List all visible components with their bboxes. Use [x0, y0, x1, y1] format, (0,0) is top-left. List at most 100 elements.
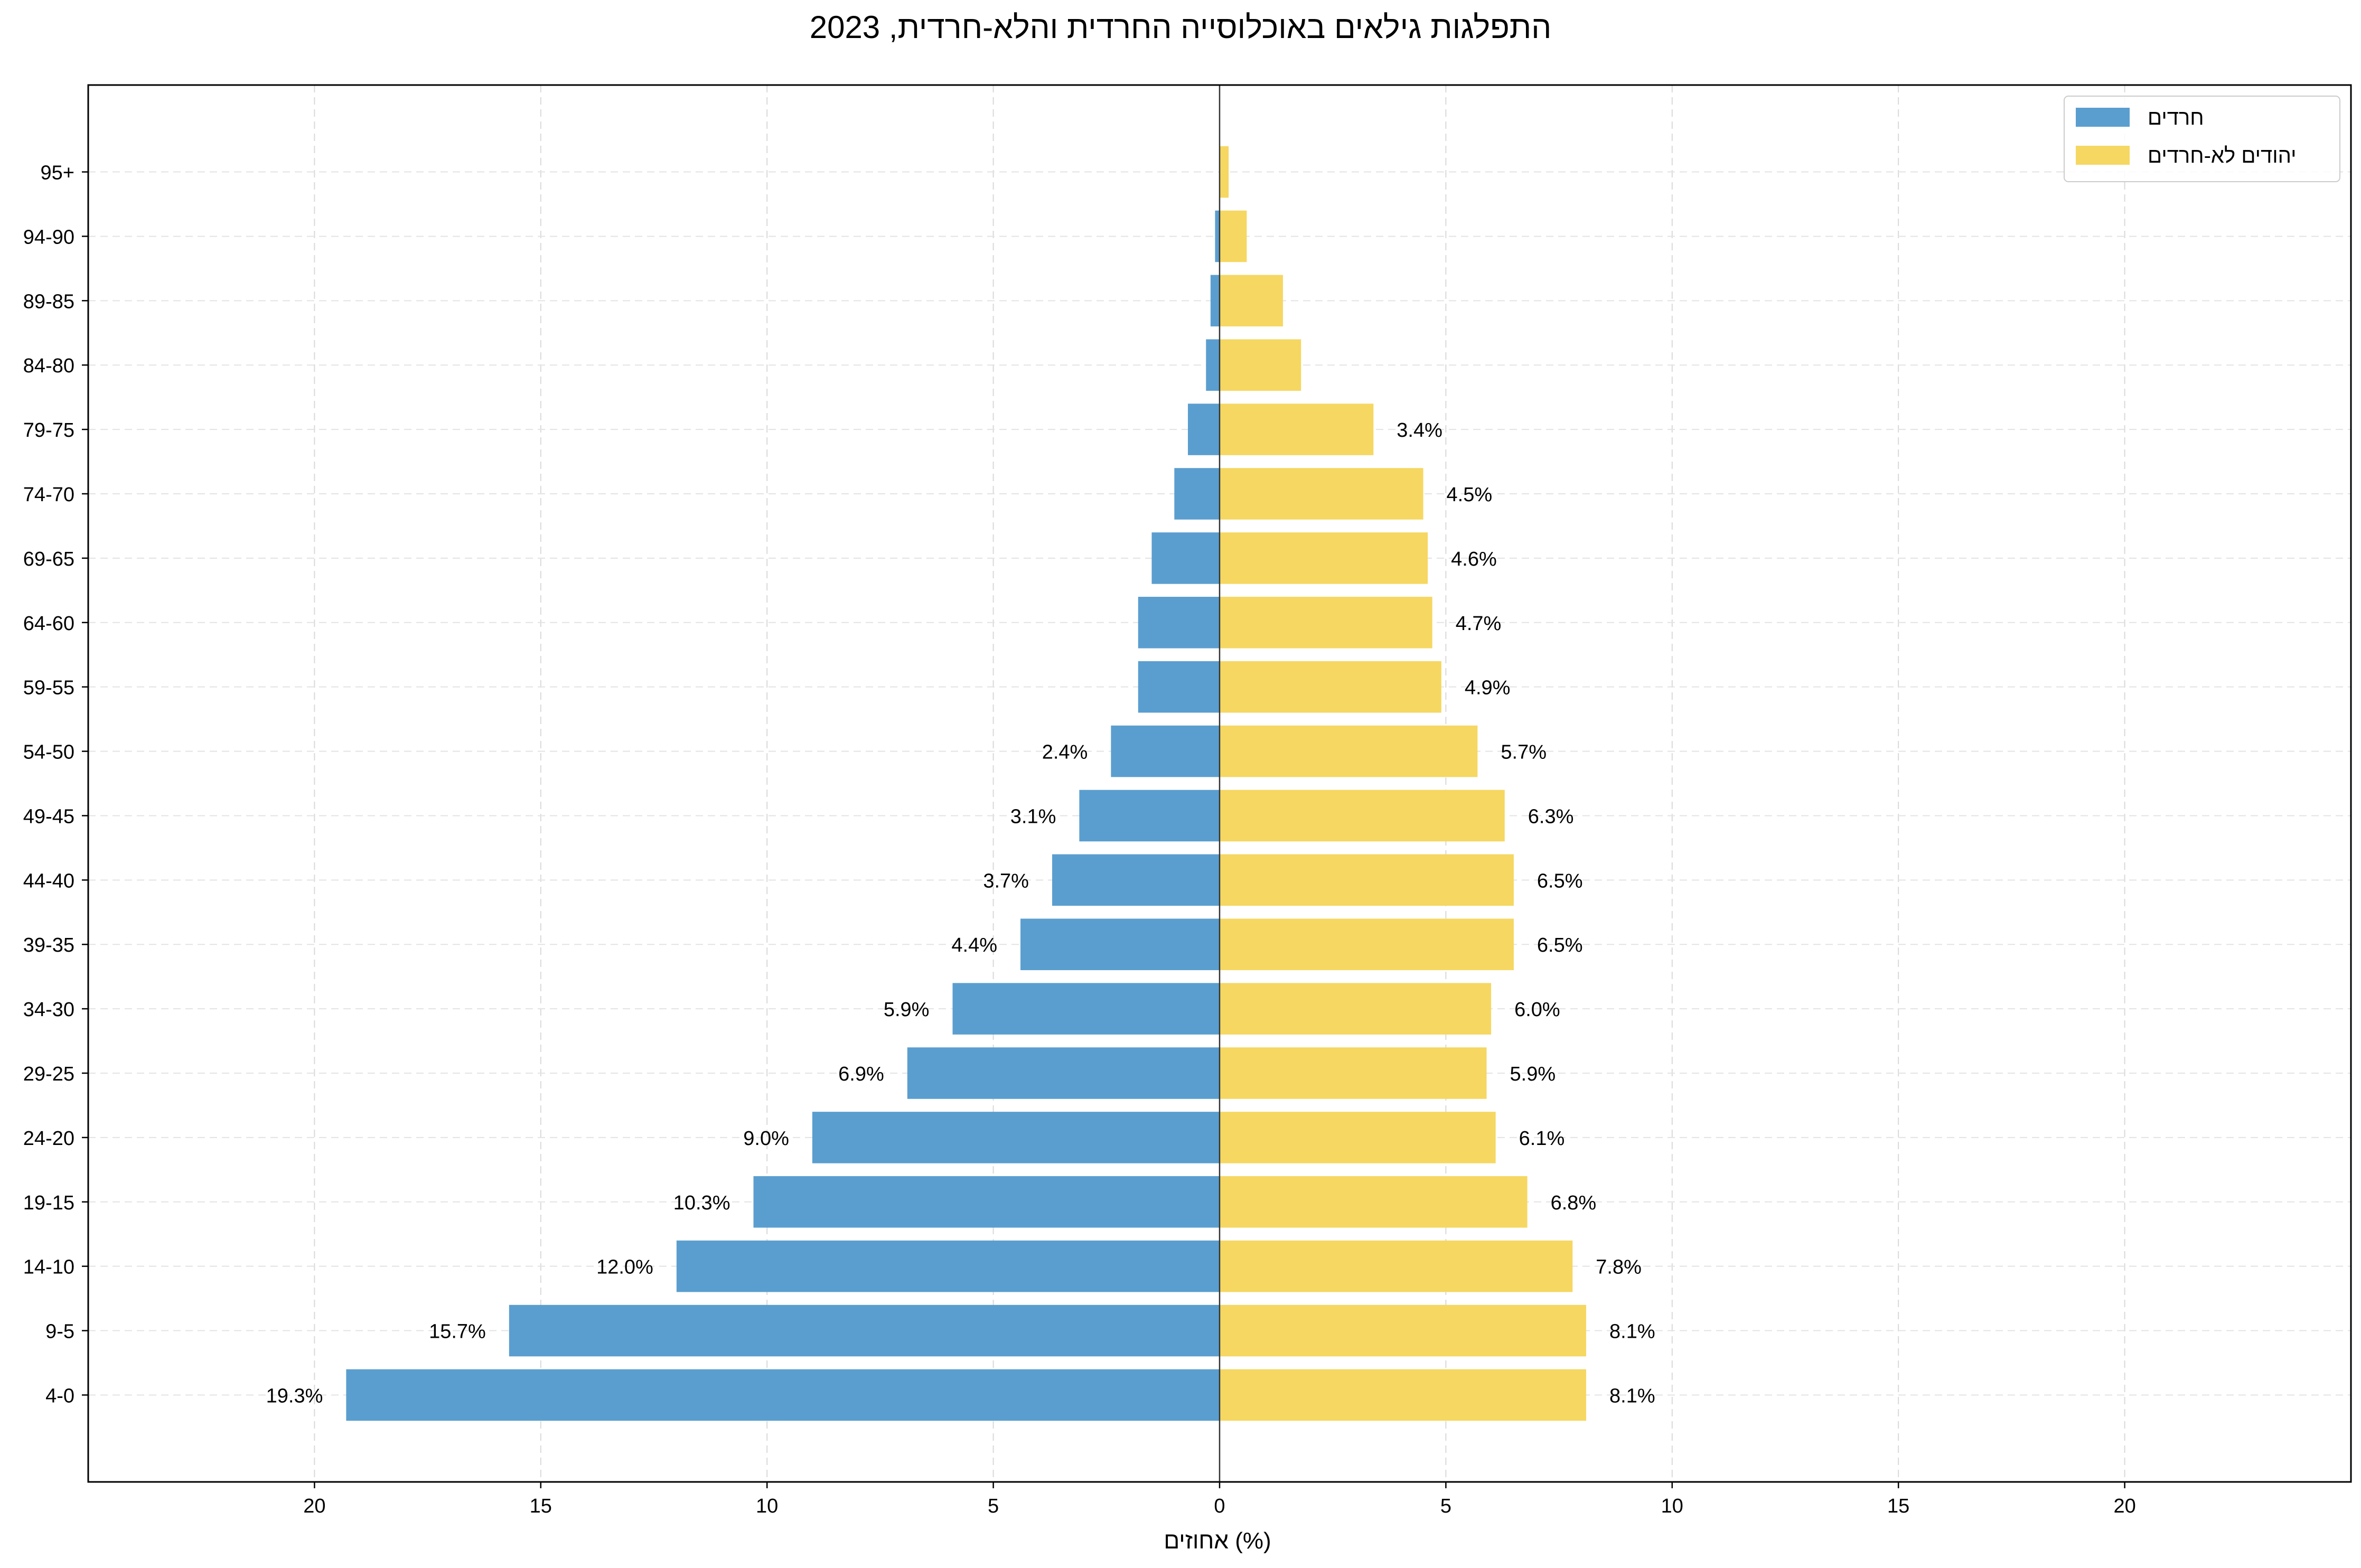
y-tick-label: 69-65	[23, 548, 74, 570]
y-tick-label: 44-40	[23, 870, 74, 892]
bar	[1052, 854, 1220, 906]
data-label: 10.3%	[673, 1192, 730, 1214]
y-tick-label: 39-35	[23, 934, 74, 956]
x-tick-label: 5	[988, 1495, 999, 1517]
data-label: 5.9%	[884, 999, 930, 1021]
bar	[1220, 1176, 1528, 1228]
x-tick-label: 10	[1661, 1495, 1683, 1517]
x-tick-label: 20	[2113, 1495, 2135, 1517]
y-tick-label: 59-55	[23, 677, 74, 699]
data-labels: 19.3% 15.7% 12.0% 10.3% 9.0% 6.9% 5.9% 4.4% 3.7%…	[266, 419, 1655, 1407]
y-tick-label: 24-20	[23, 1128, 74, 1150]
y-tick-label: 79-75	[23, 419, 74, 442]
data-label: 6.0%	[1514, 999, 1560, 1021]
data-label: 4.7%	[1456, 613, 1502, 635]
y-tick-label: 89-85	[23, 290, 74, 313]
x-axis-label: אחוזים (%)	[1164, 1528, 1271, 1554]
bar	[1079, 790, 1220, 842]
legend-swatch	[2076, 108, 2130, 127]
data-label: 6.8%	[1551, 1192, 1597, 1214]
bar	[1210, 275, 1220, 327]
y-tick-label: 9-5	[45, 1321, 74, 1343]
y-tick-label: 74-70	[23, 484, 74, 506]
data-label: 5.7%	[1501, 741, 1547, 764]
bar	[1020, 918, 1220, 970]
bar	[1220, 918, 1514, 970]
y-tick-label: 4-0	[45, 1385, 74, 1407]
data-label: 6.1%	[1519, 1128, 1565, 1150]
bar	[1220, 210, 1247, 262]
bar	[1220, 725, 1478, 777]
legend-label: חרדים	[2148, 106, 2204, 129]
axes: 20 15 10 5 0 5 10 15 20 4-0 9-5 14-10 19-15 24-20 29-2…	[23, 84, 2352, 1517]
bar	[1220, 275, 1283, 327]
data-label: 6.3%	[1528, 805, 1574, 828]
bar	[1220, 532, 1428, 584]
bar	[1220, 597, 1432, 649]
y-tick-label: 49-45	[23, 805, 74, 828]
bar	[1151, 532, 1220, 584]
bar	[1220, 983, 1492, 1035]
bar	[1138, 661, 1220, 713]
bar	[1188, 403, 1220, 455]
data-label: 5.9%	[1510, 1063, 1556, 1085]
y-tick-label: 84-80	[23, 355, 74, 377]
y-tick-label: 95+	[41, 162, 74, 184]
x-tick-label: 20	[303, 1495, 325, 1517]
bar	[1220, 403, 1374, 455]
bar	[907, 1047, 1220, 1099]
x-tick-label: 5	[1440, 1495, 1451, 1517]
data-label: 3.1%	[1010, 805, 1056, 828]
data-label: 3.4%	[1397, 419, 1442, 442]
bar	[1220, 339, 1301, 391]
data-label: 4.9%	[1465, 677, 1511, 699]
bar	[1220, 1047, 1487, 1099]
bar	[812, 1112, 1220, 1163]
x-tick-label: 15	[530, 1495, 552, 1517]
bar	[753, 1176, 1220, 1228]
y-tick-label: 14-10	[23, 1256, 74, 1279]
y-tick-label: 19-15	[23, 1192, 74, 1214]
x-tick-label: 15	[1887, 1495, 1909, 1517]
bar	[1215, 210, 1220, 262]
data-label: 19.3%	[266, 1385, 323, 1407]
data-label: 8.1%	[1609, 1385, 1655, 1407]
x-tick-label: 10	[756, 1495, 778, 1517]
bar	[1220, 1112, 1496, 1163]
bars	[346, 146, 1587, 1421]
data-label: 4.5%	[1447, 484, 1493, 506]
bar	[1111, 725, 1220, 777]
bar	[676, 1240, 1220, 1292]
chart-title: התפלגות גילאים באוכלוסייה החרדית והלא-חר…	[810, 10, 1552, 45]
bar	[1220, 1369, 1587, 1421]
y-tick-label: 64-60	[23, 613, 74, 635]
bar	[1220, 854, 1514, 906]
bar	[1220, 1304, 1587, 1357]
data-label: 6.5%	[1537, 934, 1583, 956]
data-label: 2.4%	[1042, 741, 1088, 764]
data-label: 7.8%	[1596, 1256, 1642, 1279]
bar	[952, 983, 1220, 1035]
bar	[1220, 146, 1229, 198]
data-label: 12.0%	[596, 1256, 653, 1279]
y-tick-label: 54-50	[23, 741, 74, 764]
bar	[1174, 468, 1220, 520]
data-label: 4.6%	[1451, 548, 1497, 570]
bar	[1138, 597, 1220, 649]
bar	[1220, 790, 1505, 842]
data-label: 9.0%	[743, 1128, 789, 1150]
bar	[1220, 1240, 1573, 1292]
y-tick-label: 29-25	[23, 1063, 74, 1085]
legend: חרדים יהודים לא-חרדים	[2064, 96, 2340, 182]
bar	[1220, 661, 1441, 713]
x-tick-label: 0	[1214, 1495, 1225, 1517]
data-label: 6.5%	[1537, 870, 1583, 892]
data-label: 8.1%	[1609, 1321, 1655, 1343]
bar	[509, 1304, 1220, 1357]
data-label: 4.4%	[951, 934, 997, 956]
y-tick-label: 94-90	[23, 226, 74, 248]
legend-label: יהודים לא-חרדים	[2148, 144, 2297, 167]
bar	[1206, 339, 1220, 391]
legend-box	[2064, 96, 2340, 182]
